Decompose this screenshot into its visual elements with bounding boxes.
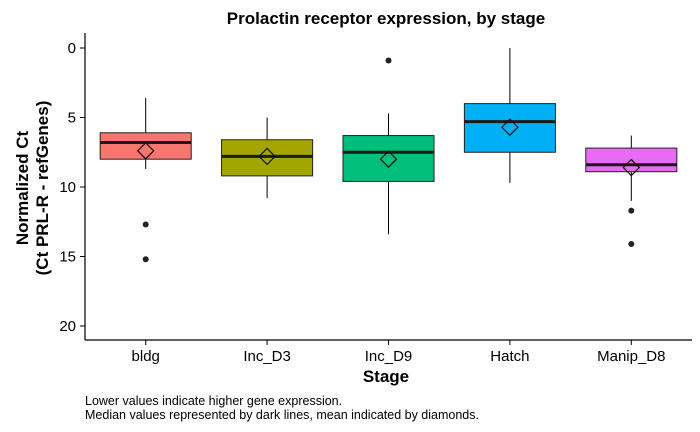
y-axis-title-line-1: Normalized Ct bbox=[13, 131, 32, 246]
outlier-point bbox=[142, 221, 149, 228]
x-tick-label: Inc_D9 bbox=[365, 348, 413, 365]
x-tick-label: Hatch bbox=[490, 348, 529, 365]
x-tick-label: Inc_D3 bbox=[243, 348, 291, 365]
box-group-inc-d3 bbox=[221, 117, 314, 199]
y-tick-label: 5 bbox=[68, 110, 76, 127]
box-iqr bbox=[99, 132, 192, 160]
mean-diamond bbox=[622, 158, 641, 177]
mean-diamond bbox=[379, 150, 398, 169]
mean-diamond bbox=[258, 147, 276, 166]
mean-diamond bbox=[501, 118, 519, 137]
caption-line-1: Lower values indicate higher gene expres… bbox=[85, 394, 342, 408]
y-axis-ticks: 0 5 10 15 20 bbox=[59, 40, 85, 335]
y-tick-label: 15 bbox=[59, 249, 76, 266]
y-axis-title: Normalized Ct (Ct PRL-R - refGenes) bbox=[13, 101, 52, 276]
x-axis-title: Stage bbox=[363, 367, 409, 386]
outlier-point bbox=[385, 57, 392, 64]
outlier-point bbox=[628, 207, 635, 214]
caption-line-2: Median values represented by dark lines,… bbox=[85, 408, 479, 422]
outlier-point bbox=[628, 240, 635, 247]
mean-diamond bbox=[136, 142, 155, 160]
box-group-inc-d9 bbox=[342, 57, 435, 235]
x-axis-ticks: bldg Inc_D3 Inc_D9 Hatch Manip_D8 bbox=[132, 340, 665, 365]
y-tick-label: 0 bbox=[68, 40, 76, 57]
outlier-point bbox=[142, 256, 149, 263]
y-tick-label: 20 bbox=[59, 318, 76, 335]
y-tick-label: 10 bbox=[59, 179, 76, 196]
plot-area bbox=[99, 48, 678, 263]
x-tick-label: bldg bbox=[132, 348, 160, 365]
chart-title: Prolactin receptor expression, by stage bbox=[227, 9, 545, 28]
box-group-bldg bbox=[99, 98, 192, 263]
box-iqr bbox=[463, 103, 556, 153]
box-iqr bbox=[342, 135, 435, 182]
y-axis-title-line-2: (Ct PRL-R - refGenes) bbox=[33, 101, 52, 276]
box-group-hatch bbox=[463, 48, 556, 183]
x-tick-label: Manip_D8 bbox=[597, 348, 665, 365]
box-group-manip-d8 bbox=[585, 135, 678, 247]
